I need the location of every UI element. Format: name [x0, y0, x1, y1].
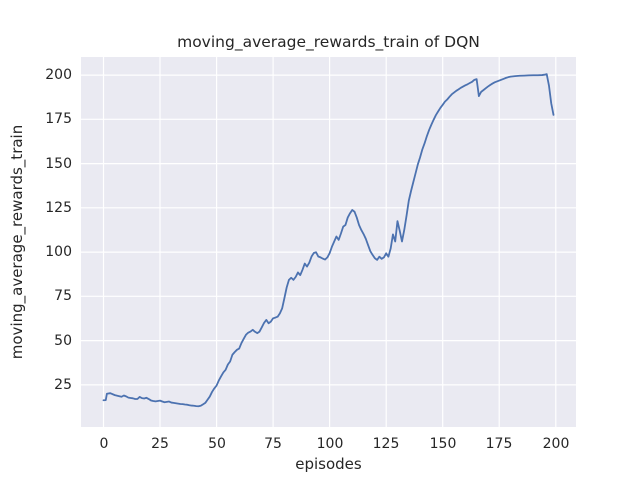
x-tick-label: 150 [429, 436, 457, 452]
y-tick-label: 125 [45, 200, 72, 216]
y-tick-label: 100 [45, 244, 72, 260]
x-tick-label: 125 [372, 436, 400, 452]
series-line [102, 73, 555, 408]
x-tick-label: 75 [264, 436, 282, 452]
y-tick-label: 75 [54, 288, 72, 304]
x-tick-label: 200 [542, 436, 570, 452]
y-tick-label: 150 [45, 156, 72, 172]
x-tick-label: 175 [485, 436, 513, 452]
plot-background [81, 57, 576, 427]
y-tick-label: 50 [54, 333, 72, 349]
chart-title: moving_average_rewards_train of DQN [177, 33, 480, 51]
plot-svg [81, 57, 576, 427]
x-tick-label: 50 [208, 436, 226, 452]
y-axis-label: moving_average_rewards_train [8, 124, 26, 360]
x-tick-label: 0 [99, 436, 109, 452]
x-tick-label: 100 [316, 436, 344, 452]
y-tick-label: 200 [45, 67, 72, 83]
plot-area [81, 57, 576, 427]
x-axis-label: episodes [295, 455, 362, 473]
y-tick-label: 25 [54, 377, 72, 393]
x-tick-label: 25 [151, 436, 169, 452]
y-tick-label: 175 [45, 111, 72, 127]
